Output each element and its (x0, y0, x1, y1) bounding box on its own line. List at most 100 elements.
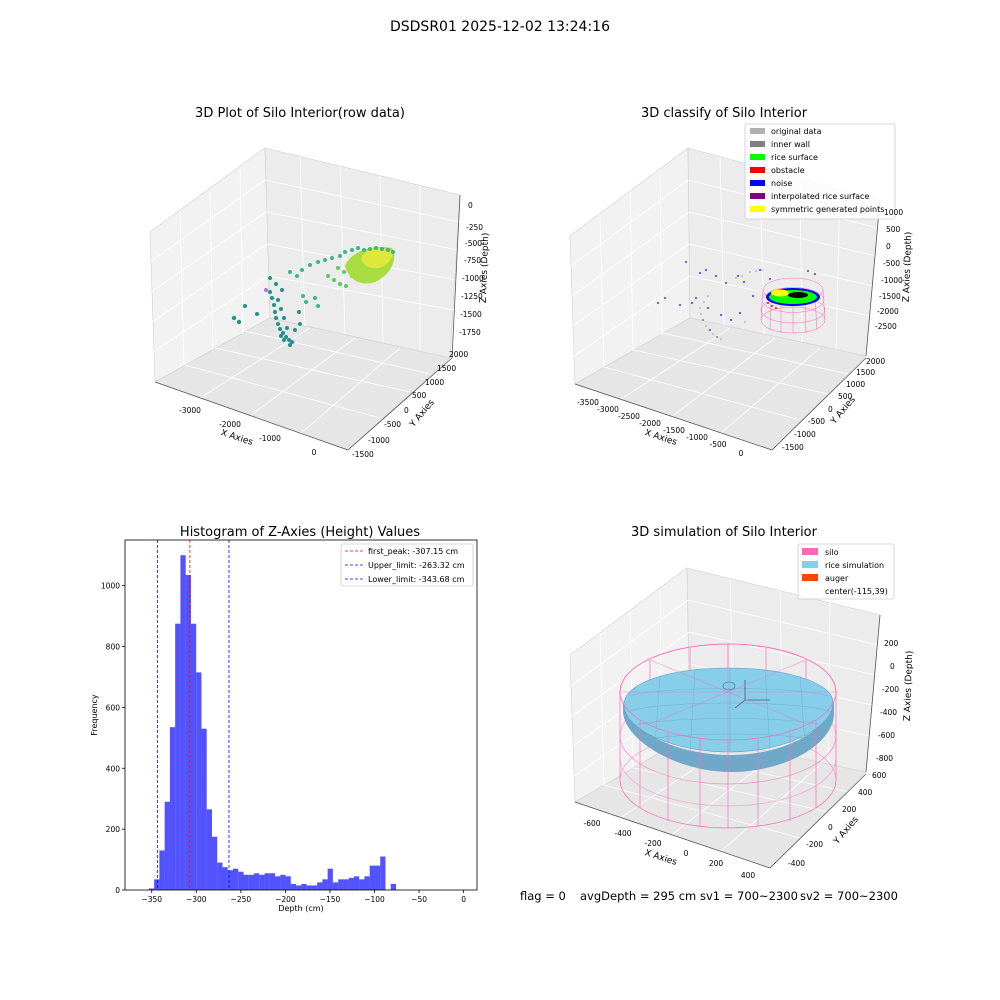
panel4-z-ticks: 200 0 -200 -400 -600 -800 (876, 639, 899, 763)
panel4-axis-x (574, 801, 771, 869)
panel2-legend-label: rice surface (771, 153, 818, 162)
panel2-z-ticks: 1000 500 0 -500 -1000 -1500 -2000 -2500 (875, 208, 903, 331)
panel1-x-ticks: -3000 -2000 -1000 0 (179, 406, 317, 457)
histogram-bar (159, 850, 165, 890)
panel4-legend-frame (797, 543, 895, 600)
panel1-z-tick: -250 (466, 223, 483, 232)
panel3-y-label: Frequency (90, 694, 99, 736)
panel4-y-ticks: -400 -200 0 200 400 600 (788, 771, 887, 868)
panel4-x-tick: -600 (583, 819, 600, 828)
panel2-y-tick: -1000 (794, 430, 816, 439)
panel2-x-tick: -2000 (639, 419, 661, 428)
panel2-inner-wall-points (699, 269, 763, 340)
histogram-bar (180, 555, 186, 890)
histogram-bar (343, 879, 349, 890)
panel2-x-tick: -1000 (686, 433, 708, 442)
panel4-x-label: X Axies (643, 848, 678, 868)
histogram-y-tick-label: 1000 (101, 582, 120, 591)
histogram-bar (259, 874, 265, 890)
panel2-legend-swatch (750, 167, 765, 173)
panel3-legend-label: first_peak: -307.15 cm (368, 547, 458, 556)
histogram-bar (238, 871, 244, 890)
histogram-bar (348, 877, 354, 890)
panel2-z-tick: -2000 (877, 307, 899, 316)
histogram-bar (169, 727, 176, 890)
status-footer: flag = 0 avgDepth = 295 cm sv1 = 700~230… (520, 889, 898, 903)
histogram-bar (311, 885, 318, 890)
panel2-z-label: Z Axies (Depth) (902, 232, 914, 303)
panel3-plot-frame (124, 539, 478, 891)
histogram-bar (190, 623, 197, 890)
panel1-axis-x (154, 381, 349, 451)
panel4-y-label: Y Axies (832, 815, 861, 847)
panel2-y-tick: 0 (828, 405, 833, 414)
histogram-x-tick-label: −350 (141, 895, 162, 904)
histogram-x-tick-label: −50 (411, 895, 427, 904)
histogram-y-tick-label: 800 (106, 643, 121, 652)
panel1-rice-blob-top (361, 248, 393, 269)
histogram-y-tick-label: 200 (106, 825, 121, 834)
histogram-bar (254, 873, 260, 890)
panel1-points-mid (264, 246, 360, 308)
panel2-x-tick: 0 (739, 449, 744, 458)
panel3-title: Histogram of Z-Axies (Height) Values (180, 525, 420, 540)
histogram-bar (264, 873, 270, 890)
histogram-bar (154, 879, 160, 890)
panel2-inner-dark (788, 292, 808, 298)
panel2-legend-swatch (750, 206, 765, 212)
panel2-y-tick: 500 (838, 392, 853, 401)
panel1-axis-z (451, 194, 461, 359)
panel1-y-label: Y Axies (408, 398, 437, 430)
panel4-legend: silo rice simulation auger center(-115,3… (797, 543, 895, 600)
histogram-bar (332, 882, 339, 890)
panel2-y-tick: 1000 (846, 380, 865, 389)
panel4-legend-swatch (802, 548, 818, 555)
panel2-x-ticks: -3500 -3000 -2500 -2000 -1500 -1000 -500… (577, 398, 744, 458)
histogram-bar (185, 575, 191, 890)
histogram-bar (296, 885, 302, 890)
panel4-z-tick: -600 (878, 731, 895, 740)
panel1-points-wall (231, 276, 302, 347)
histogram-bar (243, 874, 249, 890)
histogram-x-tick-label: −200 (275, 895, 296, 904)
panel2-legend-label: symmetric generated points (771, 205, 884, 214)
panel2-z-tick: -500 (883, 259, 900, 268)
panel1-z-ticks: 0 -250 -500 -750 -1000 -1250 -1500 -1750 (459, 201, 484, 337)
panel4-silo-front (619, 643, 837, 829)
panel1-z-tick: -750 (464, 256, 481, 265)
histogram-bar (374, 865, 381, 890)
panel1-axis-y (347, 357, 453, 451)
histogram-bar (275, 876, 281, 890)
histogram-bar (269, 873, 276, 890)
panel2-legend-label: interpolated rice surface (771, 192, 869, 201)
histogram-bar (217, 862, 223, 890)
panel1-x-tick: -1000 (259, 434, 281, 443)
panel2-axis-z (865, 199, 881, 357)
panel2-legend-label: original data (771, 127, 822, 136)
histogram-bar (285, 876, 291, 890)
panel2-y-ticks: -1500 -1000 -500 0 500 1000 1500 2000 (782, 357, 885, 452)
sv2-status: sv2 = 700~2300 (800, 889, 898, 903)
panel1-points (231, 246, 395, 347)
panel1-z-tick: -1750 (459, 328, 481, 337)
panel1-z-tick: -1500 (460, 310, 482, 319)
histogram-bar (390, 883, 396, 890)
panel2-y-tick: -1500 (782, 443, 804, 452)
panel4-z-tick: 200 (884, 639, 899, 648)
panel2-legend-label: obstacle (771, 166, 805, 175)
histogram-bar (148, 888, 155, 890)
panel1-y-tick: 500 (412, 391, 427, 400)
histogram-bar (306, 885, 312, 890)
histogram-bar (327, 868, 333, 890)
panel2-x-tick: -2500 (618, 412, 640, 421)
panel2-legend-label: inner wall (771, 140, 810, 149)
panel4-y-tick: 0 (828, 823, 833, 832)
panel4-x-tick: -400 (614, 829, 631, 838)
panel2-axis-x (574, 383, 773, 451)
panel4-z-label: Z Axies (Depth) (903, 651, 915, 722)
panel1-x-tick: -3000 (179, 406, 201, 415)
histogram-x-tick-label: −300 (186, 895, 207, 904)
panel4-auger (722, 680, 770, 709)
panel2-title: 3D classify of Silo Interior (641, 106, 808, 121)
histogram-bar (301, 883, 307, 890)
